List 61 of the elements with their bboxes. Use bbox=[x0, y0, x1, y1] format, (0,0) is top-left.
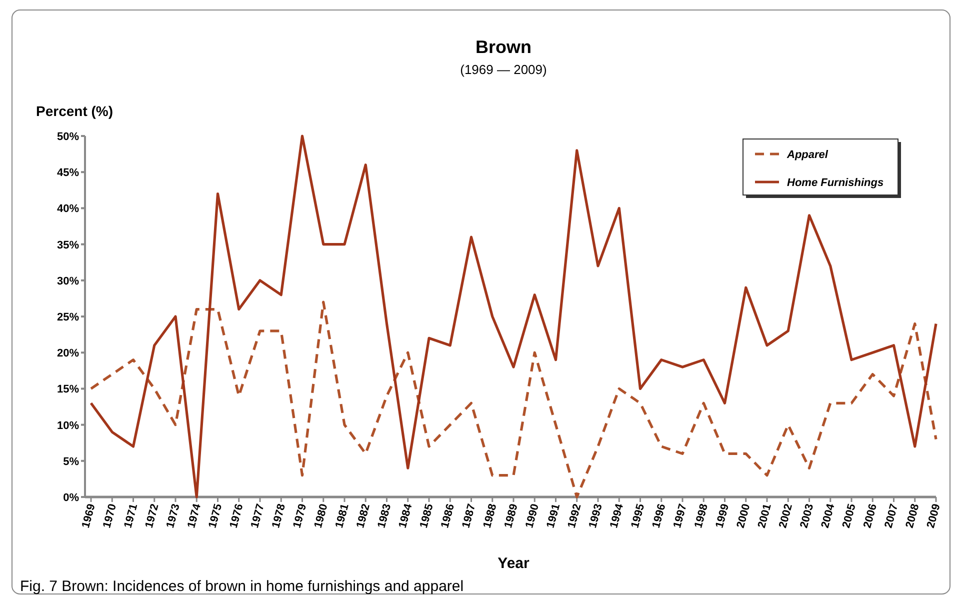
y-tick-label: 45% bbox=[56, 167, 80, 180]
x-tick-label: 1982 bbox=[354, 502, 373, 530]
x-tick-label: 1972 bbox=[143, 502, 162, 530]
x-tick-label: 2001 bbox=[756, 502, 774, 530]
x-tick-label: 2000 bbox=[734, 502, 753, 530]
x-axis-title: Year bbox=[498, 555, 530, 572]
x-tick-label: 1980 bbox=[312, 502, 330, 530]
x-tick-label: 1992 bbox=[566, 502, 584, 530]
x-tick-label: 1976 bbox=[228, 502, 246, 530]
x-tick-label: 2009 bbox=[924, 502, 943, 530]
legend-label: Home Furnishings bbox=[787, 177, 884, 189]
x-tick-label: 2003 bbox=[798, 502, 816, 530]
x-tick-label: 1977 bbox=[248, 502, 267, 530]
x-tick-label: 2007 bbox=[882, 502, 901, 530]
line-series bbox=[90, 300, 938, 498]
y-tick-label: 15% bbox=[56, 384, 80, 396]
y-tick-label: 10% bbox=[56, 420, 80, 432]
x-tick-label: 1981 bbox=[333, 502, 352, 530]
y-tick-label: 30% bbox=[56, 275, 80, 288]
y-tick-label: 0% bbox=[63, 492, 80, 504]
x-tick-label: 2006 bbox=[862, 502, 880, 530]
x-tick-label: 2008 bbox=[904, 502, 922, 530]
chart-subtitle: (1969 — 2009) bbox=[460, 62, 547, 77]
y-tick-label: 20% bbox=[56, 348, 80, 360]
y-tick-label: 40% bbox=[56, 203, 80, 216]
chart-title: Brown bbox=[476, 37, 532, 57]
x-tick-label: 1987 bbox=[460, 502, 478, 530]
x-tick-label: 1989 bbox=[502, 502, 520, 530]
y-tick-label: 25% bbox=[56, 312, 80, 324]
x-tick-label: 1995 bbox=[629, 502, 648, 530]
y-tick-label: 5% bbox=[63, 456, 80, 468]
x-tick-label: 2004 bbox=[819, 502, 838, 530]
x-tick-label: 1993 bbox=[586, 502, 605, 530]
x-tick-label: 1978 bbox=[270, 502, 288, 530]
x-tick-label: 1990 bbox=[524, 502, 542, 530]
x-tick-label: 1970 bbox=[101, 502, 120, 530]
x-tick-label: 1979 bbox=[291, 502, 310, 530]
y-axis-title: Percent (%) bbox=[36, 103, 114, 119]
x-tick-label: 1996 bbox=[650, 502, 668, 530]
x-tick-label: 1974 bbox=[186, 502, 204, 530]
x-tick-label: 1973 bbox=[164, 502, 182, 530]
x-tick-label: 1986 bbox=[439, 502, 458, 530]
caption: Fig. 7 Brown: Incidences of brown in home furnishings and apparel bbox=[20, 578, 464, 595]
legend-label: Apparel bbox=[786, 149, 829, 161]
x-tick-label: 1985 bbox=[418, 502, 436, 530]
x-tick-label: 1991 bbox=[544, 502, 563, 530]
x-tick-label: 1994 bbox=[608, 502, 626, 530]
x-tick-label: 2005 bbox=[840, 502, 858, 530]
x-tick-label: 1975 bbox=[206, 502, 225, 530]
x-tick-label: 1998 bbox=[692, 502, 711, 530]
x-tick-label: 2002 bbox=[777, 502, 796, 530]
x-tick-label: 1984 bbox=[396, 502, 415, 530]
y-tick-label: 50% bbox=[56, 131, 80, 143]
x-tick-label: 1969 bbox=[80, 502, 98, 530]
y-tick-label: 35% bbox=[56, 239, 80, 252]
x-tick-label: 1997 bbox=[671, 502, 690, 530]
x-tick-label: 1983 bbox=[376, 502, 394, 530]
x-tick-label: 1999 bbox=[714, 502, 732, 530]
x-tick-label: 1988 bbox=[481, 502, 500, 530]
x-tick-label: 1971 bbox=[122, 502, 140, 530]
line-series bbox=[90, 134, 938, 498]
